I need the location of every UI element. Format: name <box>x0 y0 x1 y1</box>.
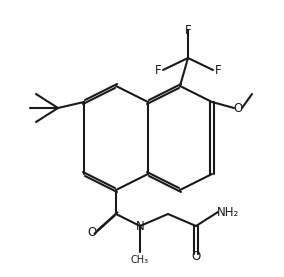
Text: CH₃: CH₃ <box>131 255 149 265</box>
Text: NH₂: NH₂ <box>217 206 239 219</box>
Text: O: O <box>87 225 97 238</box>
Text: O: O <box>191 250 201 263</box>
Text: N: N <box>136 219 144 232</box>
Text: F: F <box>215 63 221 76</box>
Text: F: F <box>185 24 191 37</box>
Text: F: F <box>155 63 161 76</box>
Text: O: O <box>233 101 243 114</box>
